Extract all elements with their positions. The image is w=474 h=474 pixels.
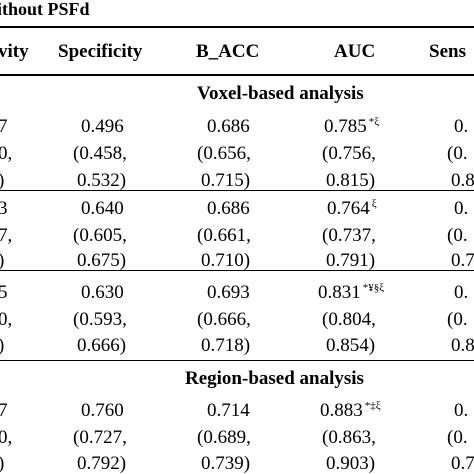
cell-b-acc-ci-high: 0.715) xyxy=(201,170,251,191)
header-b-acc: B_ACC xyxy=(196,41,260,62)
cell-sensitivity-right-ci-low: (0. xyxy=(447,427,468,448)
cell-sensitivity-right-value: 0. xyxy=(454,198,469,219)
cell-b-acc-ci-low: (0.689, xyxy=(197,427,251,448)
cell-sensitivity-right-ci-high: 0.8 xyxy=(451,170,474,191)
cell-sensitivity-ci-low: 0, xyxy=(0,309,13,330)
header-sensitivity-partial: vity xyxy=(0,41,29,62)
cell-auc-value: 0.785 *ξ xyxy=(324,116,380,137)
auc-significance-marks: *‡ξ xyxy=(364,400,381,412)
cell-b-acc-ci-low: (0.656, xyxy=(197,143,251,164)
caption-rule xyxy=(0,26,474,28)
auc-value-text: 0.785 xyxy=(324,116,367,137)
cell-auc-ci-high: 0.791) xyxy=(326,250,376,271)
cell-specificity-ci-low: (0.605, xyxy=(73,225,127,246)
auc-value-text: 0.764 xyxy=(327,198,370,219)
cell-sensitivity-right-value: 0. xyxy=(454,282,469,303)
cell-specificity-ci-high: 0.532) xyxy=(77,170,127,191)
cell-b-acc-ci-high: 0.739) xyxy=(201,453,251,474)
cell-sensitivity-right-value: 0. xyxy=(454,400,469,421)
cell-sensitivity-value: 7 xyxy=(0,400,8,421)
cell-sensitivity-ci-high: ) xyxy=(0,336,4,355)
header-auc: AUC xyxy=(334,41,376,62)
cell-auc-ci-low: (0.804, xyxy=(322,309,376,330)
cell-b-acc-ci-high: 0.710) xyxy=(201,250,251,271)
table-caption: ithout PSFd xyxy=(0,0,90,19)
cell-specificity-value: 0.640 xyxy=(81,198,124,219)
cell-sensitivity-ci-high: ) xyxy=(0,251,4,270)
cell-specificity-value: 0.496 xyxy=(81,116,124,137)
cell-b-acc-value: 0.686 xyxy=(207,116,250,137)
cell-b-acc-ci-low: (0.666, xyxy=(197,309,251,330)
cell-auc-ci-high: 0.903) xyxy=(326,453,376,474)
cell-sensitivity-right-ci-high: 0.7 xyxy=(451,453,474,474)
cell-auc-ci-low: (0.756, xyxy=(322,143,376,164)
cell-b-acc-value: 0.693 xyxy=(207,282,250,303)
cell-sensitivity-value: 3 xyxy=(0,198,8,219)
row-rule-1 xyxy=(0,190,474,191)
cell-auc-value: 0.883 *‡ξ xyxy=(320,400,381,421)
cell-auc-ci-high: 0.815) xyxy=(326,170,376,191)
cell-specificity-value: 0.760 xyxy=(81,400,124,421)
cell-auc-ci-low: (0.863, xyxy=(322,427,376,448)
cell-b-acc-ci-low: (0.661, xyxy=(197,225,251,246)
section-region-based: Region-based analysis xyxy=(185,368,364,389)
cell-sensitivity-right-ci-high: 0.8 xyxy=(451,335,474,356)
cell-sensitivity-ci-low: 7, xyxy=(0,225,13,246)
auc-significance-marks: *ξ xyxy=(368,116,380,128)
auc-value-text: 0.883 xyxy=(320,400,363,421)
cell-auc-ci-low: (0.737, xyxy=(322,225,376,246)
cell-specificity-ci-high: 0.792) xyxy=(77,453,127,474)
cell-b-acc-ci-high: 0.718) xyxy=(201,335,251,356)
cell-sensitivity-right-ci-low: (0. xyxy=(447,225,468,246)
cell-auc-ci-high: 0.854) xyxy=(326,335,376,356)
cell-sensitivity-ci-low: 0, xyxy=(0,143,13,164)
cell-sensitivity-right-ci-low: (0. xyxy=(447,143,468,164)
cell-auc-value: 0.764 ξ xyxy=(327,198,377,219)
cell-sensitivity-right-ci-high: 0.7 xyxy=(451,250,474,271)
header-rule xyxy=(0,74,474,76)
cell-sensitivity-right-ci-low: (0. xyxy=(447,309,468,330)
cell-specificity-ci-low: (0.458, xyxy=(73,143,127,164)
row-rule-2 xyxy=(0,270,474,271)
section-voxel-based: Voxel-based analysis xyxy=(197,83,364,104)
auc-value-text: 0.831 xyxy=(318,282,361,303)
header-specificity: Specificity xyxy=(58,41,143,62)
cell-sensitivity-ci-high: ) xyxy=(0,171,4,190)
header-sensitivity-right-partial: Sens xyxy=(429,41,466,62)
cell-sensitivity-right-value: 0. xyxy=(454,116,469,137)
cell-sensitivity-ci-high: ) xyxy=(0,454,4,473)
cell-specificity-ci-low: (0.727, xyxy=(73,427,127,448)
cell-specificity-ci-low: (0.593, xyxy=(73,309,127,330)
cell-specificity-value: 0.630 xyxy=(81,282,124,303)
cell-b-acc-value: 0.714 xyxy=(207,400,250,421)
cell-specificity-ci-high: 0.675) xyxy=(77,250,127,271)
cell-sensitivity-value: 5 xyxy=(0,282,8,303)
cell-specificity-ci-high: 0.666) xyxy=(77,335,127,356)
section-rule xyxy=(0,360,474,361)
cell-sensitivity-ci-low: 0, xyxy=(0,427,13,448)
cell-b-acc-value: 0.686 xyxy=(207,198,250,219)
auc-significance-marks: ξ xyxy=(371,198,377,210)
cell-sensitivity-value: 7 xyxy=(0,116,8,137)
auc-significance-marks: *¥§ξ xyxy=(362,282,385,294)
cell-auc-value: 0.831 *¥§ξ xyxy=(318,282,385,303)
